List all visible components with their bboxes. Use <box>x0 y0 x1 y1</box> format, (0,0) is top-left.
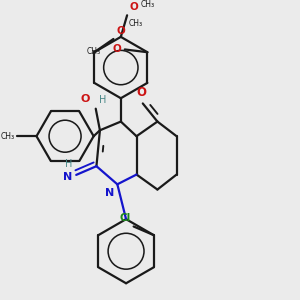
Text: H: H <box>99 95 106 105</box>
Text: H: H <box>65 159 72 169</box>
Text: CH₃: CH₃ <box>0 132 14 141</box>
Text: O: O <box>81 94 90 104</box>
Text: CH₃: CH₃ <box>129 19 143 28</box>
Text: O: O <box>117 26 126 36</box>
Text: N: N <box>105 188 115 198</box>
Text: CH₃: CH₃ <box>86 47 100 56</box>
Text: CH₃: CH₃ <box>141 0 155 9</box>
Text: O: O <box>129 2 138 13</box>
Text: O: O <box>112 44 121 54</box>
Text: Cl: Cl <box>120 213 131 223</box>
Text: O: O <box>137 85 147 99</box>
Text: N: N <box>63 172 72 182</box>
